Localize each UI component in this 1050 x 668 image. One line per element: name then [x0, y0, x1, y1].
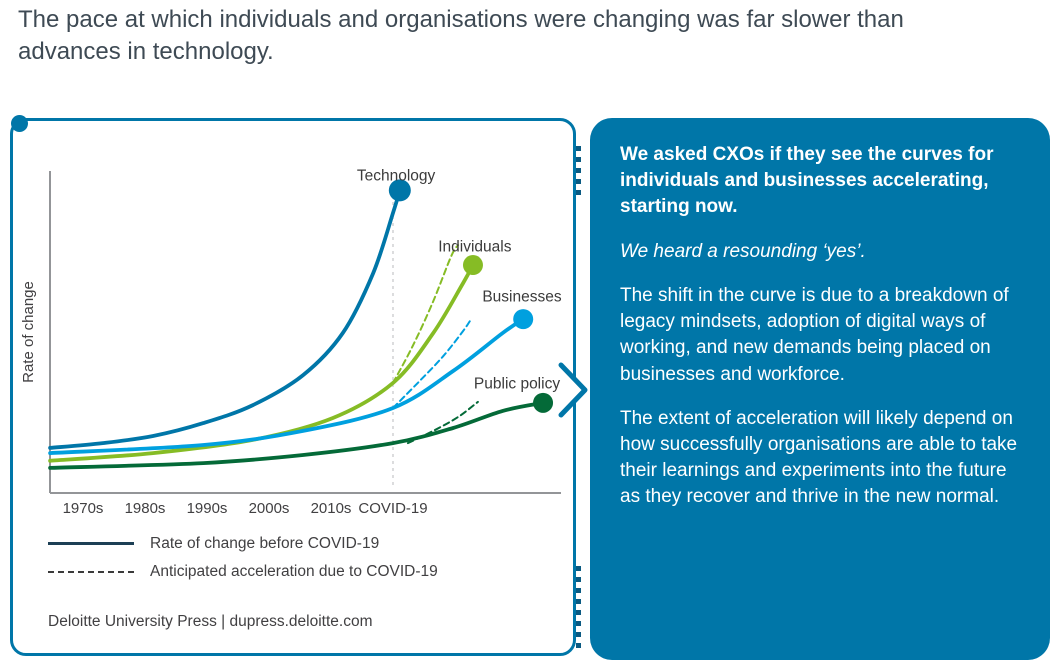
- panel-paragraph-answer: We heard a resounding ‘yes’.: [620, 240, 866, 262]
- svg-text:Individuals: Individuals: [438, 239, 511, 256]
- svg-text:1970s: 1970s: [63, 500, 104, 517]
- svg-text:Technology: Technology: [357, 168, 436, 185]
- svg-text:1980s: 1980s: [125, 500, 166, 517]
- chart-legend: Rate of change before COVID-19 Anticipat…: [48, 535, 438, 580]
- callout-pointer-chevron-icon: [558, 362, 588, 418]
- chart-card: Rate of change Technology Individuals Busin…: [10, 115, 576, 656]
- legend-dashed-line-swatch: [48, 570, 134, 573]
- svg-text:2010s: 2010s: [311, 500, 352, 517]
- legend-label-anticipated: Anticipated acceleration due to COVID-19: [150, 562, 438, 580]
- svg-text:1990s: 1990s: [187, 500, 228, 517]
- svg-text:Public policy: Public policy: [474, 375, 560, 392]
- rate-of-change-chart: Rate of change Technology Individuals Busin…: [20, 168, 562, 517]
- panel-paragraph-question: We asked CXOs if they see the curves for…: [620, 144, 994, 218]
- svg-text:Businesses: Businesses: [482, 288, 562, 305]
- legend-row: Anticipated acceleration due to COVID-19: [48, 563, 438, 580]
- svg-text:Rate of change: Rate of change: [20, 281, 37, 383]
- corner-dot-decoration: [11, 115, 28, 132]
- panel-paragraph-shift: The shift in the curve is due to a break…: [620, 284, 1009, 385]
- cxo-commentary-panel: We asked CXOs if they see the curves for…: [590, 118, 1050, 660]
- panel-paragraph-extent: The extent of acceleration will likely d…: [620, 407, 1018, 508]
- page-title: The pace at which individuals and organi…: [18, 6, 904, 65]
- source-attribution: Deloitte University Press | dupress.delo…: [48, 613, 373, 630]
- svg-text:2000s: 2000s: [249, 500, 290, 517]
- dotted-separator-bottom: [576, 566, 581, 650]
- legend-row: Rate of change before COVID-19: [48, 535, 438, 552]
- svg-text:COVID-19: COVID-19: [358, 500, 427, 517]
- legend-label-before-covid: Rate of change before COVID-19: [150, 534, 380, 552]
- legend-solid-line-swatch: [48, 542, 134, 545]
- dotted-separator-top: [576, 146, 581, 198]
